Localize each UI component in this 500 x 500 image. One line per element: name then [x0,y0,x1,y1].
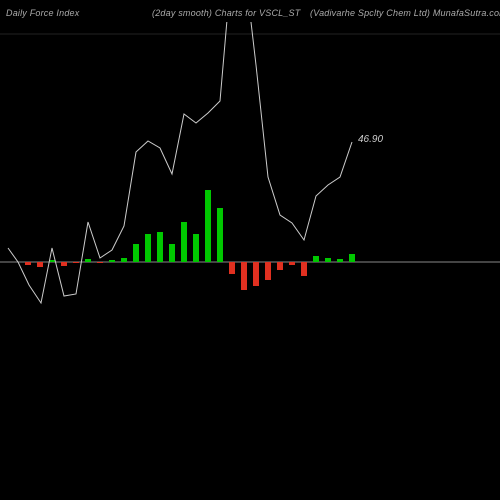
force-bar [265,262,271,280]
force-bar [193,234,199,262]
force-bar [289,262,295,265]
title-center: (2day smooth) Charts for VSCL_ST [152,8,300,18]
chart-header: Daily Force Index (2day smooth) Charts f… [0,8,500,22]
force-bar [157,232,163,262]
force-bar [85,259,91,262]
force-bar [109,260,115,262]
force-bar [25,262,31,265]
force-bar [181,222,187,262]
force-bar [73,262,79,263]
force-bar [61,262,67,266]
chart-svg [0,22,500,500]
force-bar [301,262,307,276]
force-bar [313,256,319,262]
force-bar [205,190,211,262]
force-bar [349,254,355,262]
force-bar [97,262,103,263]
chart-area [0,22,500,500]
force-bar [325,258,331,262]
title-right: (Vadivarhe Spclty Chem Ltd) MunafaSutra.… [310,8,500,18]
force-bar [169,244,175,262]
force-bar [217,208,223,262]
price-last-label: 46.90 [358,134,383,145]
force-bar [253,262,259,286]
title-left: Daily Force Index [6,8,79,18]
force-bar [121,258,127,262]
force-bar [145,234,151,262]
force-bar [241,262,247,290]
force-bar [133,244,139,262]
force-bar [277,262,283,270]
force-bar [37,262,43,267]
force-bar [229,262,235,274]
force-bar [337,259,343,262]
price-line [8,22,352,303]
